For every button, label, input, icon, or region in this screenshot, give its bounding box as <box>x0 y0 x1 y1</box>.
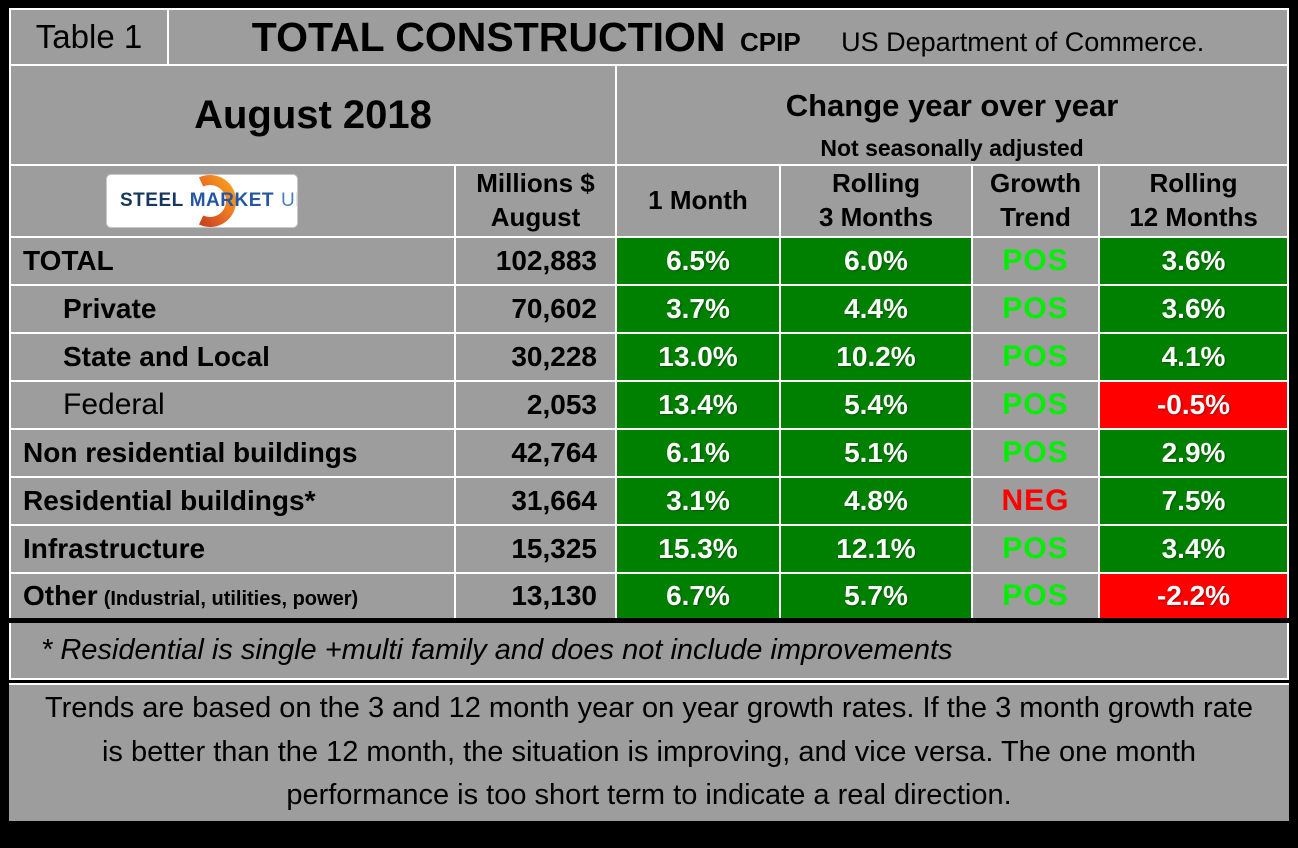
table-number-label: Table 1 <box>9 8 169 66</box>
growth-trend-cell: POS <box>971 379 1100 430</box>
table-row-state-local: State and Local 30,228 13.0% 10.2% POS 4… <box>9 331 1290 382</box>
row-value: 31,664 <box>454 475 617 526</box>
pct-1month-cell: 15.3% <box>615 523 781 574</box>
column-header-growth-trend: Growth Trend <box>971 164 1100 238</box>
period-row: August 2018 Change year over year Not se… <box>9 64 1290 166</box>
row-label: Federal <box>9 379 456 430</box>
row-label-suffix: (Industrial, utilities, power) <box>103 587 359 610</box>
column-header-rolling-12-months: Rolling 12 Months <box>1097 164 1290 238</box>
page-title: TOTAL CONSTRUCTION <box>251 13 726 60</box>
row-value: 70,602 <box>454 283 617 334</box>
pct-3month-cell: 4.4% <box>779 283 973 334</box>
pct-1month-cell: 6.7% <box>615 571 781 622</box>
growth-trend-cell: NEG <box>971 475 1100 526</box>
trends-explanation-note: Trends are based on the 3 and 12 month y… <box>9 682 1289 821</box>
row-value: 15,325 <box>454 523 617 574</box>
change-title: Change year over year <box>785 88 1119 123</box>
pct-1month-cell: 13.0% <box>615 331 781 382</box>
table-row-federal: Federal 2,053 13.4% 5.4% POS -0.5% <box>9 379 1290 430</box>
table-row-private: Private 70,602 3.7% 4.4% POS 3.6% <box>9 283 1290 334</box>
growth-trend-cell: POS <box>971 523 1100 574</box>
row-label: Residential buildings* <box>9 475 456 526</box>
pct-1month-cell: 6.5% <box>615 235 781 286</box>
pct-12month-cell: -0.5% <box>1097 379 1290 430</box>
cpip-label: CPIP <box>740 26 801 57</box>
steel-market-update-logo: STEEL MARKET UPDATE <box>107 174 297 227</box>
row-value: 42,764 <box>454 427 617 478</box>
row-label: Private <box>9 283 456 334</box>
pct-1month-cell: 3.1% <box>615 475 781 526</box>
growth-trend-cell: POS <box>971 427 1100 478</box>
table-row-infrastructure: Infrastructure 15,325 15.3% 12.1% POS 3.… <box>9 523 1290 574</box>
pct-1month-cell: 13.4% <box>615 379 781 430</box>
table-row-residential: Residential buildings* 31,664 3.1% 4.8% … <box>9 475 1290 526</box>
pct-3month-cell: 10.2% <box>779 331 973 382</box>
logo-word-market: MARKET <box>189 189 275 211</box>
pct-3month-cell: 5.1% <box>779 427 973 478</box>
pct-12month-cell: 3.6% <box>1097 283 1290 334</box>
pct-1month-cell: 6.1% <box>615 427 781 478</box>
growth-trend-cell: POS <box>971 571 1100 622</box>
row-label: State and Local <box>9 331 456 382</box>
pct-12month-cell: 3.6% <box>1097 235 1290 286</box>
pct-1month-cell: 3.7% <box>615 283 781 334</box>
table-row-total: TOTAL 102,883 6.5% 6.0% POS 3.6% <box>9 235 1290 286</box>
pct-3month-cell: 12.1% <box>779 523 973 574</box>
report-title-cell: TOTAL CONSTRUCTION CPIP US Department of… <box>166 8 1290 66</box>
table-row-other: Other (Industrial, utilities, power) 13,1… <box>9 571 1290 622</box>
logo-cell: STEEL MARKET UPDATE <box>9 164 456 238</box>
pct-3month-cell: 4.8% <box>779 475 973 526</box>
row-label: Infrastructure <box>9 523 456 574</box>
logo-word-update: UPDATE <box>281 189 297 211</box>
row-label: TOTAL <box>9 235 456 286</box>
row-label: Non residential buildings <box>9 427 456 478</box>
growth-trend-cell: POS <box>971 331 1100 382</box>
row-value: 102,883 <box>454 235 617 286</box>
change-subtitle: Not seasonally adjusted <box>820 135 1084 161</box>
residential-footnote: * Residential is single +multi family an… <box>8 618 1290 680</box>
growth-trend-cell: POS <box>971 235 1100 286</box>
pct-12month-cell: -2.2% <box>1097 571 1290 622</box>
change-header-cell: Change year over year Not seasonally adj… <box>614 64 1290 166</box>
pct-12month-cell: 7.5% <box>1097 475 1290 526</box>
table-row-non-residential: Non residential buildings 42,764 6.1% 5.… <box>9 427 1290 478</box>
row-label: Other (Industrial, utilities, power) <box>9 571 456 622</box>
column-header-row: STEEL MARKET UPDATE Millions $ August 1 … <box>9 164 1290 238</box>
source-label: US Department of Commerce. <box>841 26 1205 57</box>
construction-data-table: Table 1 TOTAL CONSTRUCTION CPIP US Depar… <box>8 8 1290 680</box>
row-value: 30,228 <box>454 331 617 382</box>
pct-3month-cell: 5.7% <box>779 571 973 622</box>
column-header-1-month: 1 Month <box>615 164 781 238</box>
row-value: 2,053 <box>454 379 617 430</box>
period-label: August 2018 <box>9 64 617 166</box>
pct-12month-cell: 3.4% <box>1097 523 1290 574</box>
growth-trend-cell: POS <box>971 283 1100 334</box>
logo-word-steel: STEEL <box>120 189 184 211</box>
column-header-rolling-3-months: Rolling 3 Months <box>779 164 973 238</box>
title-row: Table 1 TOTAL CONSTRUCTION CPIP US Depar… <box>9 8 1290 66</box>
logo-wordmark: STEEL MARKET UPDATE <box>107 190 297 212</box>
logo-swoosh-icon <box>198 174 236 227</box>
pct-12month-cell: 4.1% <box>1097 331 1290 382</box>
footnote-row: * Residential is single +multi family an… <box>8 618 1290 680</box>
column-header-millions: Millions $ August <box>454 164 617 238</box>
pct-3month-cell: 6.0% <box>779 235 973 286</box>
pct-3month-cell: 5.4% <box>779 379 973 430</box>
row-value: 13,130 <box>454 571 617 622</box>
pct-12month-cell: 2.9% <box>1097 427 1290 478</box>
